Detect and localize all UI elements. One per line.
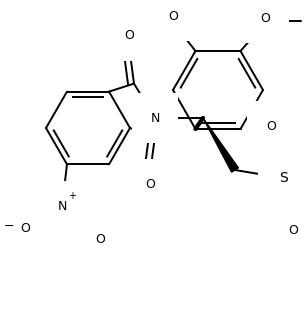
Text: O: O [266, 120, 276, 133]
Polygon shape [203, 118, 239, 172]
Text: −: − [4, 220, 14, 233]
Text: O: O [260, 11, 271, 24]
Text: O: O [169, 10, 178, 23]
Text: O: O [95, 233, 105, 246]
Text: O: O [124, 29, 134, 42]
Text: +: + [68, 191, 76, 201]
Text: O: O [145, 177, 155, 190]
Text: O: O [288, 225, 298, 238]
Text: N: N [150, 112, 160, 125]
Text: O: O [20, 222, 30, 235]
Text: N: N [57, 200, 67, 213]
Text: S: S [279, 171, 287, 185]
